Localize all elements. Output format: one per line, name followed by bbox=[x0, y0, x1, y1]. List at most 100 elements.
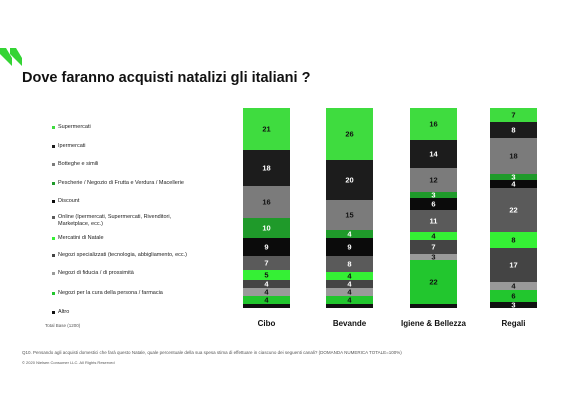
bar-segment bbox=[243, 256, 290, 270]
legend-item: Negozi specializzati (tecnologia, abbigl… bbox=[52, 252, 202, 259]
bar-segment bbox=[243, 186, 290, 218]
data-label: 4 bbox=[511, 281, 516, 290]
chart-title: Dove faranno acquisti natalizi gli itali… bbox=[22, 70, 311, 86]
x-tick-label: Regali bbox=[501, 319, 525, 328]
data-label: 4 bbox=[347, 271, 352, 280]
bar-segment bbox=[410, 240, 457, 254]
legend-swatch bbox=[52, 163, 55, 166]
data-label: 15 bbox=[345, 210, 353, 219]
bar-segment bbox=[410, 168, 457, 192]
legend-item: Botteghe e simili bbox=[52, 161, 202, 168]
legend-label: Supermercati bbox=[58, 124, 91, 130]
data-label: 6 bbox=[431, 199, 435, 208]
x-tick-label: Igiene & Bellezza bbox=[401, 319, 466, 328]
bar-segment bbox=[410, 210, 457, 232]
legend-swatch bbox=[52, 254, 55, 257]
legend-item: Mercatini di Natale bbox=[52, 235, 202, 242]
logo bbox=[0, 48, 22, 66]
legend-item: Altro bbox=[52, 309, 202, 316]
data-label: 18 bbox=[509, 151, 517, 160]
data-label: 17 bbox=[509, 260, 517, 269]
bar-segment bbox=[410, 304, 457, 308]
legend-label: Ipermercati bbox=[58, 143, 86, 149]
data-label: 16 bbox=[429, 119, 437, 128]
data-label: 22 bbox=[429, 277, 437, 286]
data-label: 10 bbox=[262, 223, 270, 232]
legend-swatch bbox=[52, 126, 55, 129]
data-label: 4 bbox=[511, 179, 516, 188]
data-label: 8 bbox=[511, 125, 515, 134]
bar-segment bbox=[490, 248, 537, 282]
legend-item: Negozi per la cura della persona / farma… bbox=[52, 290, 202, 297]
bar-segment bbox=[243, 218, 290, 238]
bar-segment bbox=[243, 108, 290, 150]
bar-segment bbox=[326, 280, 373, 288]
bar-segment bbox=[243, 238, 290, 256]
bar-segment bbox=[410, 260, 457, 304]
data-label: 26 bbox=[345, 129, 353, 138]
bar-segment bbox=[243, 280, 290, 288]
bar-segment bbox=[490, 302, 537, 308]
legend-swatch bbox=[52, 145, 55, 148]
bar-segment bbox=[490, 232, 537, 248]
legend-swatch bbox=[52, 237, 55, 240]
data-label: 7 bbox=[264, 258, 268, 267]
bar-segment bbox=[243, 270, 290, 280]
data-label: 3 bbox=[431, 252, 435, 261]
bar-segment bbox=[243, 288, 290, 296]
legend-label: Pescherie / Negozio di Frutta e Verdura … bbox=[58, 180, 184, 186]
bar-segment bbox=[326, 288, 373, 296]
bar-segment bbox=[490, 188, 537, 232]
bar-segment bbox=[490, 138, 537, 174]
data-label: 4 bbox=[347, 295, 352, 304]
data-label: 8 bbox=[511, 235, 515, 244]
bar-segment bbox=[326, 108, 373, 160]
legend-swatch bbox=[52, 200, 55, 203]
legend-item: Pescherie / Negozio di Frutta e Verdura … bbox=[52, 180, 202, 187]
legend-item: Online (Ipermercati, Supermercati, Riven… bbox=[52, 214, 202, 228]
legend-swatch bbox=[52, 311, 55, 314]
data-label: 4 bbox=[431, 231, 436, 240]
data-label: 7 bbox=[511, 110, 515, 119]
legend-label: Negozi specializzati (tecnologia, abbigl… bbox=[58, 252, 188, 258]
base-label: Total Base (1200) bbox=[45, 323, 81, 328]
legend-item: Ipermercati bbox=[52, 143, 202, 150]
bar-segment bbox=[410, 140, 457, 168]
data-label: 18 bbox=[262, 163, 270, 172]
x-tick-label: Bevande bbox=[333, 319, 367, 328]
data-label: 4 bbox=[347, 279, 352, 288]
data-label: 9 bbox=[264, 242, 268, 251]
bar-segment bbox=[490, 174, 537, 180]
data-label: 9 bbox=[347, 242, 351, 251]
data-label: 20 bbox=[345, 175, 353, 184]
legend-swatch bbox=[52, 292, 55, 295]
data-label: 12 bbox=[429, 175, 437, 184]
legend-swatch bbox=[52, 182, 55, 185]
bar-segment bbox=[490, 290, 537, 302]
data-label: 8 bbox=[347, 259, 351, 268]
x-tick-label: Cibo bbox=[258, 319, 276, 328]
legend-label: Botteghe e simili bbox=[58, 161, 99, 167]
legend-label: Online (Ipermercati, Supermercati, Riven… bbox=[58, 214, 172, 227]
bar-segment bbox=[490, 122, 537, 138]
data-label: 14 bbox=[429, 149, 438, 158]
data-label: 11 bbox=[430, 216, 438, 225]
data-label: 21 bbox=[262, 124, 270, 133]
legend-label: Discount bbox=[58, 198, 80, 204]
bar-segment bbox=[490, 180, 537, 188]
legend-label: Altro bbox=[58, 309, 70, 315]
data-label: 3 bbox=[431, 190, 435, 199]
data-label: 4 bbox=[347, 229, 352, 238]
legend-item: Discount bbox=[52, 198, 202, 205]
data-label: 22 bbox=[509, 205, 517, 214]
data-label: 3 bbox=[511, 300, 515, 309]
legend-label: Negozi di fiducia / di prossimità bbox=[58, 270, 134, 276]
data-label: 4 bbox=[347, 287, 352, 296]
legend-item: Supermercati bbox=[52, 124, 202, 131]
data-label: 16 bbox=[262, 197, 270, 206]
bar-segment bbox=[410, 192, 457, 198]
bar-segment bbox=[490, 108, 537, 122]
legend-label: Mercatini di Natale bbox=[58, 235, 104, 241]
legend-swatch bbox=[52, 272, 55, 275]
